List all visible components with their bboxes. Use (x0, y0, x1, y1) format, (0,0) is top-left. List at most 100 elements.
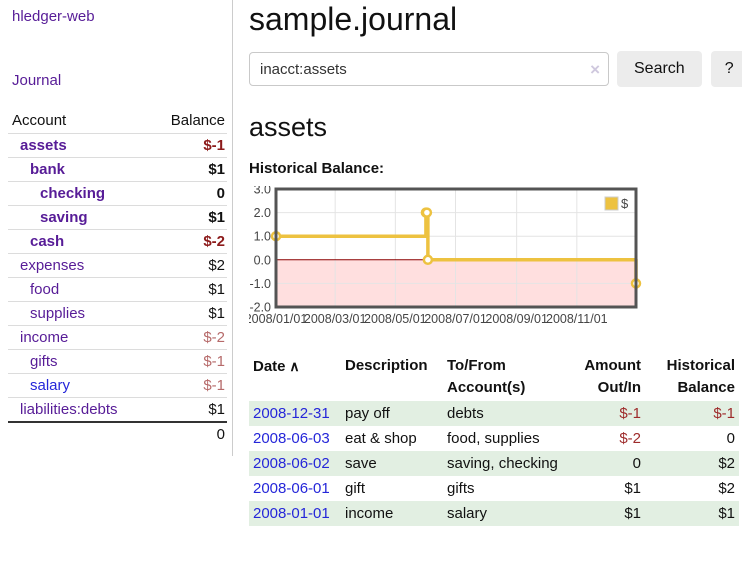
account-link-checking[interactable]: checking (40, 185, 105, 202)
transaction-date-link[interactable]: 2008-01-01 (253, 505, 330, 522)
account-balance: $1 (150, 278, 227, 302)
historical-balance-chart: $3.02.01.00.0-1.0-2.02008/01/012008/03/0… (249, 186, 742, 333)
svg-text:0.0: 0.0 (254, 253, 271, 267)
transaction-description: gift (341, 476, 443, 501)
page: hledger-web Journal Account Balance asse… (0, 0, 742, 526)
account-balance: $1 (150, 398, 227, 423)
account-link-bank[interactable]: bank (30, 161, 65, 178)
transaction-date-link[interactable]: 2008-06-02 (253, 455, 330, 472)
account-link-cash[interactable]: cash (30, 233, 64, 250)
account-link-salary[interactable]: salary (30, 377, 70, 394)
page-title: sample.journal (249, 2, 742, 37)
register-col-description: Description (341, 353, 443, 401)
register-row: 2008-06-02savesaving, checking0$2 (249, 451, 739, 476)
sort-asc-icon[interactable]: ∧ (286, 358, 300, 374)
register-col-amount: AmountOut/In (578, 353, 645, 401)
transaction-date-link[interactable]: 2008-06-01 (253, 480, 330, 497)
account-row: food $1 (8, 278, 227, 302)
accounts-total-value: 0 (150, 422, 227, 446)
svg-text:3.0: 3.0 (254, 186, 271, 197)
transaction-date-link[interactable]: 2008-06-03 (253, 430, 330, 447)
account-balance: $2 (150, 254, 227, 278)
account-balance: $-1 (150, 134, 227, 158)
account-link-saving[interactable]: saving (40, 209, 88, 226)
account-balance: 0 (150, 182, 227, 206)
account-link-expenses[interactable]: expenses (20, 257, 84, 274)
transaction-amount: $1 (624, 480, 641, 497)
search-input-wrap: × (249, 52, 609, 87)
register-header-row: Date ∧DescriptionTo/FromAccount(s)Amount… (249, 353, 739, 401)
search-button[interactable]: Search (617, 51, 702, 87)
accounts-total-row: 0 (8, 422, 227, 446)
svg-text:2.0: 2.0 (254, 206, 271, 220)
transaction-accounts: food, supplies (443, 426, 578, 451)
account-link-assets[interactable]: assets (20, 137, 67, 154)
account-link-income[interactable]: income (20, 329, 68, 346)
account-balance: $1 (150, 206, 227, 230)
account-row: saving $1 (8, 206, 227, 230)
transaction-balance: 0 (727, 430, 735, 447)
legend-label: $ (621, 196, 629, 211)
transaction-amount: $-2 (619, 430, 641, 447)
transaction-balance: $1 (718, 505, 735, 522)
transaction-balance: $-1 (713, 405, 735, 422)
account-balance: $-2 (150, 326, 227, 350)
transaction-amount: $1 (624, 505, 641, 522)
search-input[interactable] (249, 52, 609, 86)
sidebar-inner: hledger-web Journal Account Balance asse… (0, 0, 233, 456)
register-col-to-from: To/FromAccount(s) (443, 353, 578, 401)
account-balance: $-2 (150, 230, 227, 254)
legend-swatch (605, 197, 618, 210)
transaction-description: eat & shop (341, 426, 443, 451)
register-col-date[interactable]: Date ∧ (249, 353, 341, 401)
accounts-total-spacer (8, 422, 150, 446)
clear-search-icon[interactable]: × (590, 61, 600, 78)
transaction-description: pay off (341, 401, 443, 426)
svg-text:2008/01/01: 2008/01/01 (249, 312, 307, 326)
transaction-date-link[interactable]: 2008-12-31 (253, 405, 330, 422)
svg-text:2008/09/01: 2008/09/01 (485, 312, 548, 326)
transaction-accounts: debts (443, 401, 578, 426)
account-link-food[interactable]: food (30, 281, 59, 298)
sidebar: hledger-web Journal Account Balance asse… (0, 0, 233, 526)
svg-text:2008/07/01: 2008/07/01 (424, 312, 487, 326)
transaction-amount: 0 (633, 455, 641, 472)
register-row: 2008-12-31 pay offdebts $-1 $-1 (249, 401, 739, 426)
accounts-header-balance: Balance (150, 109, 227, 134)
account-balance: $1 (150, 302, 227, 326)
transaction-accounts: gifts (443, 476, 578, 501)
help-button[interactable]: ? (711, 51, 742, 87)
brand-link[interactable]: hledger-web (12, 8, 95, 25)
svg-text:-1.0: -1.0 (249, 277, 271, 291)
account-row: liabilities:debts $1 (8, 398, 227, 423)
svg-text:2008/03/01: 2008/03/01 (304, 312, 367, 326)
account-row: bank $1 (8, 158, 227, 182)
sidebar-item-journal[interactable]: Journal (12, 72, 61, 89)
accounts-table: Account Balance assets $-1 bank $1 checking 0… (8, 109, 227, 446)
chart-label: Historical Balance: (249, 160, 742, 177)
account-link-supplies[interactable]: supplies (30, 305, 85, 322)
account-row: expenses $2 (8, 254, 227, 278)
accounts-header-account: Account (8, 109, 150, 134)
search-form: × Search ? (249, 52, 742, 87)
register-row: 2008-06-03 eat & shopfood, supplies $-2 0 (249, 426, 739, 451)
svg-text:2008/11/01: 2008/11/01 (546, 312, 608, 326)
account-row: checking 0 (8, 182, 227, 206)
register-row: 2008-01-01incomesalary$1$1 (249, 501, 739, 526)
svg-text:2008/05/01: 2008/05/01 (364, 312, 427, 326)
transaction-accounts: salary (443, 501, 578, 526)
account-row: income $-2 (8, 326, 227, 350)
account-title: assets (249, 112, 742, 143)
account-row: gifts$-1 (8, 350, 227, 374)
transaction-amount: $-1 (619, 405, 641, 422)
account-balance: $1 (150, 158, 227, 182)
register-col-historical: HistoricalBalance (645, 353, 739, 401)
account-link-liabilities-debts[interactable]: liabilities:debts (20, 401, 118, 418)
account-link-gifts[interactable]: gifts (30, 353, 58, 370)
account-row: cash $-2 (8, 230, 227, 254)
main-content: sample.journal × Search ? assets Histori… (233, 0, 742, 526)
account-row: salary$-1 (8, 374, 227, 398)
transaction-balance: $2 (718, 455, 735, 472)
transaction-balance: $2 (718, 480, 735, 497)
accounts-header-row: Account Balance (8, 109, 227, 134)
